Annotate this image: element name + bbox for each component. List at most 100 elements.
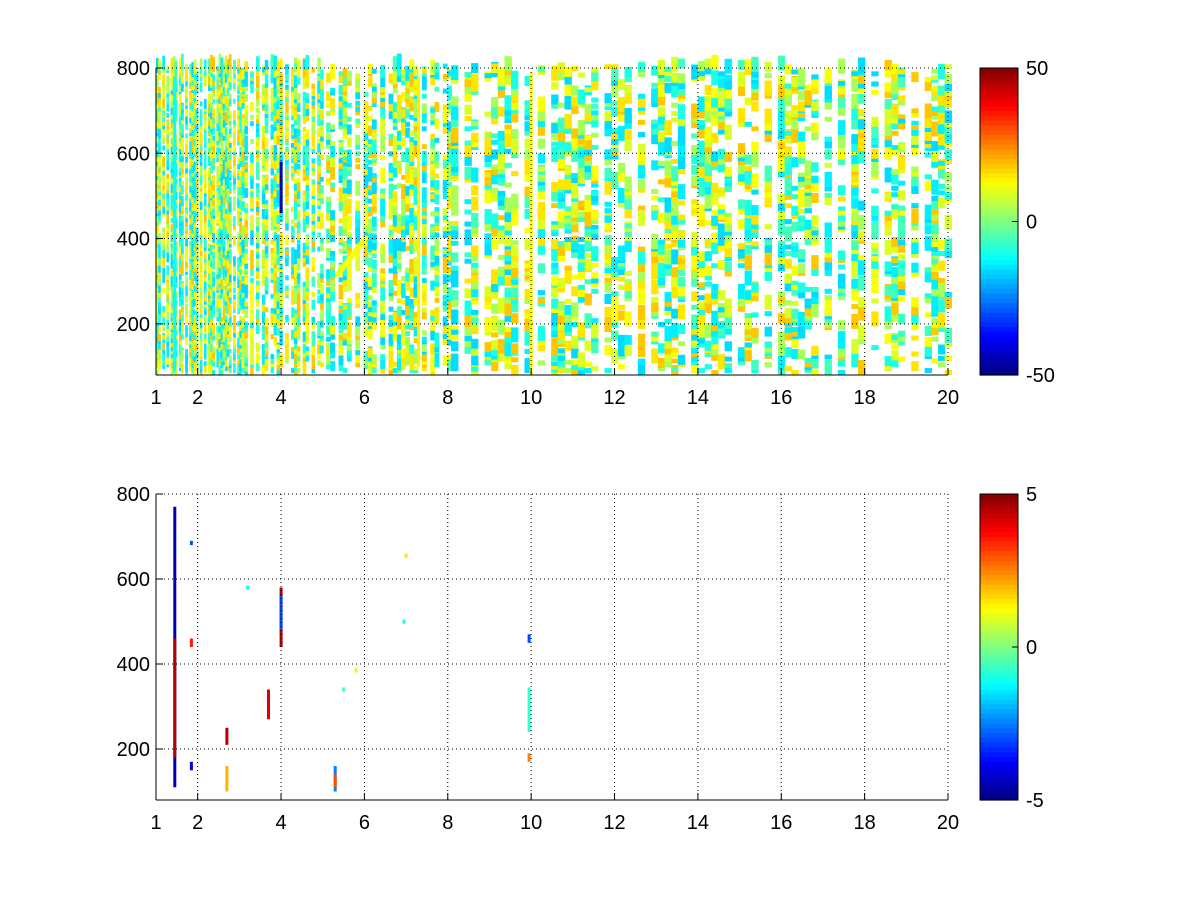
heatmap-cell [346, 78, 352, 84]
heatmap-cell [737, 243, 746, 259]
heatmap-cell [447, 260, 452, 266]
heatmap-cell [784, 85, 792, 96]
heatmap-cell [430, 325, 436, 331]
heatmap-cell [511, 210, 519, 226]
heatmap-cell [409, 184, 415, 190]
heatmap-cell [222, 321, 226, 337]
heatmap-cell [218, 334, 222, 340]
heatmap-cell [824, 68, 832, 84]
heatmap-cell [220, 180, 224, 196]
heatmap-cell [931, 152, 939, 162]
heatmap-cell [195, 296, 199, 312]
heatmap-cell [898, 95, 906, 106]
heatmap-cell [256, 161, 260, 177]
heatmap-cell [401, 137, 406, 143]
heatmap-cell [199, 370, 203, 375]
heatmap-cell [784, 258, 792, 269]
heatmap-cell [189, 316, 192, 322]
heatmap-cell [191, 105, 195, 121]
heatmap-cell [338, 277, 344, 283]
heatmap-cell [346, 231, 352, 237]
heatmap-cell [346, 198, 352, 214]
heatmap-cell [388, 168, 394, 178]
heatmap-cell [203, 361, 207, 366]
heatmap-cell [216, 229, 220, 235]
heatmap-cell [279, 109, 283, 120]
heatmap-cell [551, 262, 559, 268]
heatmap-cell [624, 108, 632, 123]
heatmap-cells [156, 53, 952, 376]
heatmap-cell [604, 119, 612, 130]
heatmap-cell [624, 176, 632, 192]
heatmap-cell [938, 190, 946, 196]
heatmap-cell [471, 245, 479, 256]
heatmap-cell [185, 303, 188, 314]
heatmap-cell [166, 75, 170, 91]
heatmap-cell [697, 152, 706, 163]
heatmap-cell [524, 159, 532, 175]
heatmap-cell [380, 168, 386, 184]
heatmap-cell [577, 352, 586, 368]
heatmap-cell [504, 244, 512, 249]
heatmap-cell [401, 335, 406, 346]
heatmap-cell [784, 138, 792, 144]
heatmap-cell [166, 124, 170, 135]
heatmap-cell [264, 109, 269, 115]
heatmap-cell [471, 200, 479, 211]
heatmap-cell [291, 153, 295, 164]
heatmap-cell [193, 161, 197, 172]
heatmap-cell [203, 363, 207, 374]
heatmap-cell [276, 185, 280, 191]
heatmap-cell [256, 96, 260, 107]
heatmap-cell [657, 140, 666, 156]
heatmap-cell [931, 322, 939, 328]
heatmap-cell [401, 120, 406, 136]
heatmap-cell [677, 276, 686, 287]
heatmap-cell [938, 144, 946, 150]
heatmap-cell [250, 114, 254, 120]
heatmap-cell [181, 258, 184, 269]
heatmap-cell [261, 143, 266, 154]
heatmap-cell [311, 299, 315, 310]
heatmap-cell [717, 204, 726, 210]
heatmap-cell [291, 130, 295, 136]
heatmap-cell [891, 334, 899, 340]
heatmap-cell [311, 224, 315, 230]
heatmap-cell [430, 70, 436, 86]
heatmap-cell [166, 297, 170, 313]
heatmap-cell [717, 115, 726, 130]
heatmap-cell [355, 139, 361, 150]
heatmap-cell [557, 364, 566, 370]
heatmap-cell [237, 81, 240, 91]
heatmap-cell [166, 277, 170, 283]
heatmap-cell [326, 122, 331, 133]
heatmap-cell [447, 287, 452, 303]
heatmap-cell [270, 215, 275, 231]
heatmap-cell [158, 205, 161, 216]
heatmap-cell [241, 256, 245, 267]
heatmap-cell [671, 225, 679, 240]
heatmap-cell [584, 150, 592, 161]
heatmap-cell [591, 144, 599, 150]
heatmap-cell [691, 253, 699, 269]
heatmap-cell [637, 211, 646, 226]
heatmap-cell [484, 133, 492, 139]
heatmap-cell [491, 288, 499, 299]
heatmap-cell [166, 274, 170, 280]
heatmap-cell [584, 295, 592, 306]
heatmap-cell [367, 125, 373, 136]
heatmap-cell [704, 171, 712, 177]
heatmap-cell [193, 104, 197, 115]
heatmap-cell [711, 156, 719, 167]
heatmap-cell [203, 59, 207, 70]
heatmap-cell [388, 365, 394, 375]
heatmap-cell [199, 63, 203, 74]
heatmap-cell [711, 92, 719, 108]
heatmap-cell [931, 301, 939, 317]
heatmap-cell [838, 320, 846, 331]
heatmap-cell [191, 308, 195, 319]
heatmap-cell [557, 153, 566, 169]
heatmap-cell [226, 267, 230, 273]
heatmap-cell [504, 197, 512, 213]
heatmap-cell [838, 196, 846, 202]
